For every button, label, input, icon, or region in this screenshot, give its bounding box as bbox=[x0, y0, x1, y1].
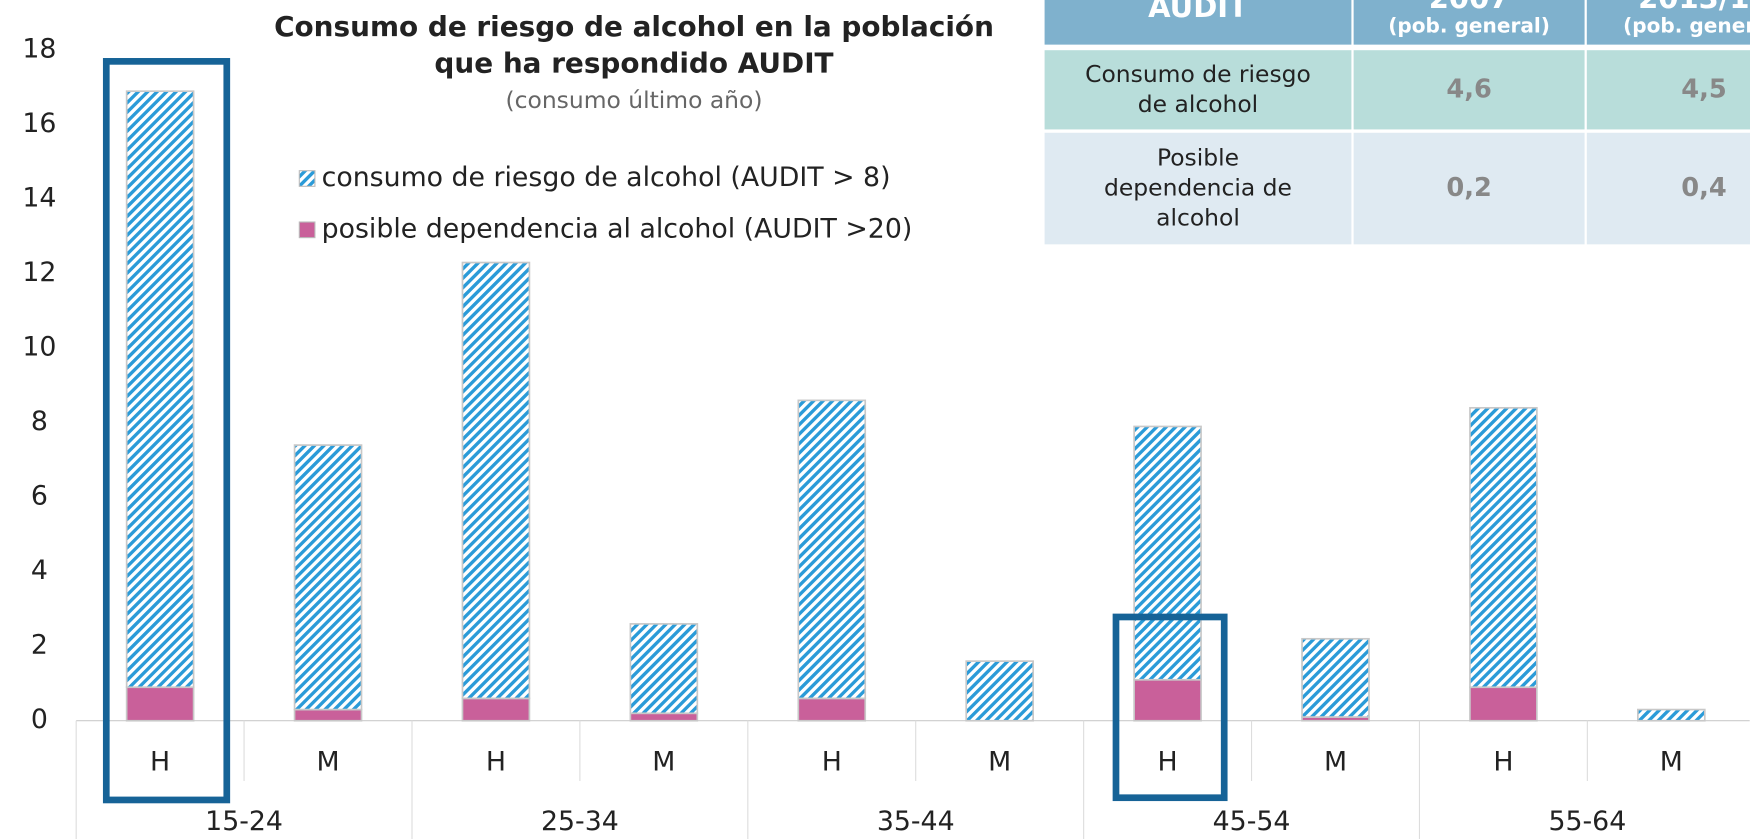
table-cell bbox=[1586, 132, 1750, 245]
x-tick-label: H bbox=[150, 747, 170, 778]
table-header-sub: (pob. general) bbox=[1623, 13, 1750, 37]
y-tick-label: 18 bbox=[22, 34, 56, 65]
bar-segment bbox=[461, 697, 531, 722]
group-label: 55-64 bbox=[1548, 806, 1626, 837]
bar-segment bbox=[1133, 425, 1202, 681]
highlight-box bbox=[102, 58, 231, 804]
y-tick-label: 16 bbox=[22, 108, 56, 139]
chart-title: Consumo de riesgo de alcohol en la pobla… bbox=[274, 10, 994, 43]
y-tick-label: 14 bbox=[22, 183, 56, 214]
bar-segment bbox=[1133, 678, 1202, 722]
table-cell bbox=[1353, 132, 1585, 245]
y-tick-label: 6 bbox=[31, 481, 48, 512]
group-label: 25-34 bbox=[541, 806, 619, 837]
bar-segment bbox=[797, 399, 867, 700]
group-label: 15-24 bbox=[205, 806, 283, 837]
group-label: 45-54 bbox=[1213, 806, 1291, 837]
group-label: 35-44 bbox=[877, 806, 955, 837]
x-tick-label: M bbox=[316, 747, 339, 778]
legend-swatch bbox=[298, 221, 316, 239]
bar-segment bbox=[1301, 637, 1370, 718]
table-value: 4,5 bbox=[1681, 74, 1726, 104]
table-value: 0,2 bbox=[1446, 173, 1491, 203]
table-cell bbox=[1044, 132, 1352, 245]
x-tick-label: H bbox=[822, 747, 842, 778]
bar-segment bbox=[1469, 686, 1538, 722]
legend-label: posible dependencia al alcohol (AUDIT >2… bbox=[322, 213, 913, 244]
table-cell bbox=[1353, 0, 1585, 45]
row-label: Posible dependencia de alcohol bbox=[1104, 143, 1292, 231]
bar-segment bbox=[629, 623, 699, 715]
y-tick-label: 4 bbox=[31, 555, 48, 586]
x-tick-label: M bbox=[652, 747, 675, 778]
y-tick-label: 0 bbox=[31, 704, 48, 735]
bar-segment bbox=[1469, 406, 1538, 689]
table-header: 2007 bbox=[1429, 0, 1510, 15]
y-tick-label: 10 bbox=[22, 332, 56, 363]
table-cell bbox=[1044, 0, 1352, 45]
bar-segment bbox=[797, 697, 867, 722]
chart-subtitle: (consumo último año) bbox=[506, 86, 763, 114]
bar-segment bbox=[293, 708, 363, 722]
table-cell bbox=[1586, 50, 1750, 130]
highlight-box bbox=[1112, 613, 1228, 802]
legend-label: consumo de riesgo de alcohol (AUDIT > 8) bbox=[322, 162, 891, 193]
x-tick-label: M bbox=[988, 747, 1011, 778]
y-tick-label: 12 bbox=[22, 257, 56, 288]
bar-segment bbox=[293, 444, 363, 711]
bar-segment bbox=[965, 660, 1034, 722]
bar-segment bbox=[461, 261, 531, 700]
y-tick-label: 8 bbox=[31, 406, 48, 437]
table-value: 4,6 bbox=[1446, 74, 1491, 104]
x-tick-label: M bbox=[1660, 747, 1683, 778]
x-tick-label: M bbox=[1324, 747, 1347, 778]
table-cell bbox=[1044, 50, 1352, 130]
bar-segment bbox=[125, 686, 195, 722]
table-value: 0,4 bbox=[1681, 173, 1726, 203]
x-tick-label: H bbox=[1158, 747, 1178, 778]
bar-segment bbox=[629, 712, 699, 722]
table-header-sub: (pob. general) bbox=[1388, 13, 1550, 37]
legend-swatch bbox=[298, 170, 316, 187]
chart-title: que ha respondido AUDIT bbox=[434, 47, 833, 80]
x-tick-label: H bbox=[1493, 747, 1513, 778]
x-tick-label: H bbox=[486, 747, 506, 778]
table-header: AUDIT bbox=[1148, 0, 1248, 24]
y-tick-label: 2 bbox=[31, 630, 48, 661]
table-cell bbox=[1586, 0, 1750, 45]
table-cell bbox=[1353, 50, 1585, 130]
bar-segment bbox=[1637, 708, 1706, 722]
table-header: 2013/14 bbox=[1638, 0, 1750, 15]
row-label: Consumo de riesgo de alcohol bbox=[1085, 59, 1311, 117]
bar-segment bbox=[125, 90, 195, 689]
